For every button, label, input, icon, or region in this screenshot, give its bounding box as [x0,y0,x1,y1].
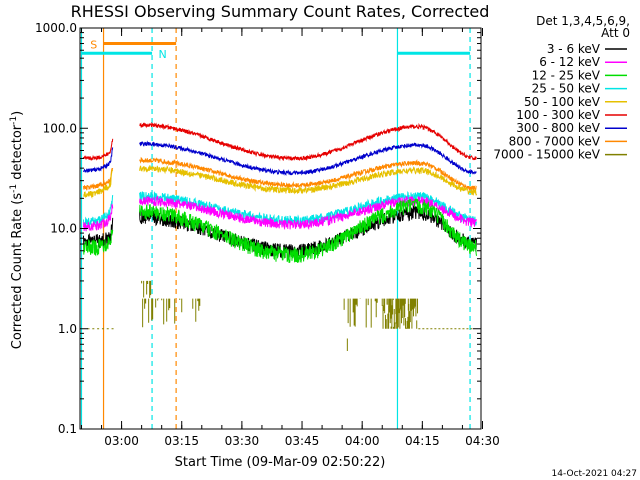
legend-header-1: Det 1,3,4,5,6,9, [536,14,630,28]
series-300-800keV [83,140,477,177]
x-tick-label: 04:00 [345,434,380,448]
plot-area: SN [80,28,477,429]
legend-label: 100 - 300 keV [516,108,600,122]
series-path [83,156,477,192]
legend-header-2: Att 0 [601,26,630,40]
x-tick-label: 03:00 [104,434,139,448]
y-tick-label: 1000.0 [35,21,77,35]
s-label: S [90,39,97,52]
y-tick-label: 10.0 [50,222,77,236]
series-path [83,198,477,264]
n-label: N [158,48,166,61]
series-path [83,165,477,199]
legend-label: 50 - 100 keV [524,95,601,109]
x-tick-label: 04:15 [405,434,440,448]
series-path [87,280,473,351]
timestamp: 14-Oct-2021 04:27 [552,469,637,479]
x-axis-label: Start Time (09-Mar-09 02:50:22) [175,455,386,470]
axes: 0.1 1.0 10.0 100.0 1000.0 03:00 03:15 03:30 03:4… [35,21,500,448]
series-7000-15000keV [87,280,473,351]
series-50-100keV [83,165,477,199]
y-tick-label: 0.1 [58,422,77,436]
chart-title: RHESSI Observing Summary Count Rates, Co… [71,2,490,21]
legend-label: 300 - 800 keV [516,121,600,135]
series-path [83,195,477,232]
plot-frame [79,27,482,430]
series-path [83,121,477,162]
y-tick-label: 1.0 [58,322,77,336]
legend-label: 6 - 12 keV [539,55,601,69]
legend-label: 800 - 7000 keV [509,134,601,148]
series-800-7000keV [83,156,477,192]
x-tick-label: 03:45 [285,434,320,448]
legend-label: 7000 - 15000 keV [493,148,600,162]
legend-label: 12 - 25 keV [532,68,601,82]
series-path [83,140,477,177]
x-tick-label: 03:15 [164,434,199,448]
y-axis-label: Corrected Count Rate (s-1 detector-1) [9,111,25,349]
series-6-12keV [83,195,477,232]
legend-label: 3 - 6 keV [547,42,601,56]
x-tick-label: 04:30 [465,434,500,448]
series-12-25keV [83,198,477,264]
legend-label: 25 - 50 keV [532,82,601,96]
y-tick-label: 100.0 [43,121,77,135]
svg-text:Corrected Count Rate (s-1 dete: Corrected Count Rate (s-1 detector-1) [9,111,25,349]
series-100-300keV [83,121,477,162]
x-tick-label: 03:30 [225,434,260,448]
